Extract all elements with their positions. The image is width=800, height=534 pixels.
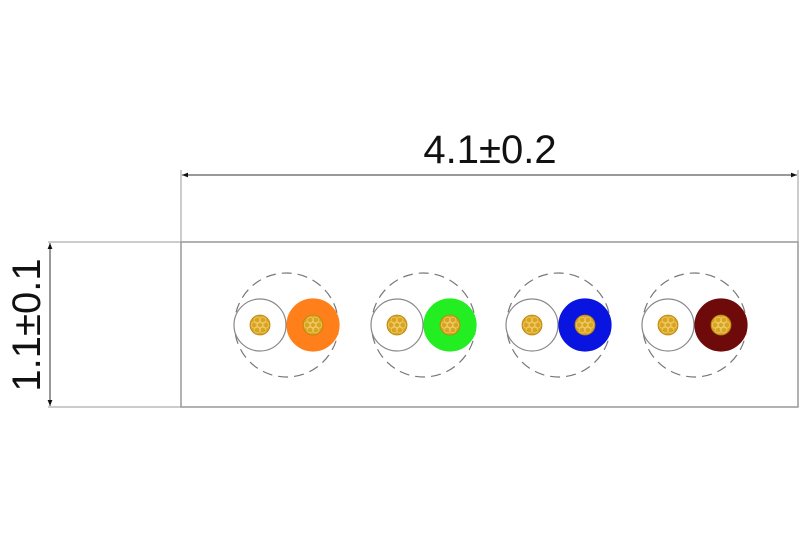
conductor-strand [256, 321, 264, 329]
wire-conductor [249, 314, 271, 336]
wire-conductor [574, 314, 596, 336]
wire-conductor [386, 314, 408, 336]
conductor-strand [446, 321, 454, 329]
cable-outline [180, 241, 799, 408]
conductor-strand [528, 321, 536, 329]
wire-conductor [657, 314, 679, 336]
wire-conductor [521, 314, 543, 336]
height-dimension-label: 1.1±0.1 [5, 258, 49, 391]
conductor-strand [309, 321, 317, 329]
wire-conductor [439, 314, 461, 336]
conductor-strand [664, 321, 672, 329]
conductor-strand [581, 321, 589, 329]
width-dimension-label: 4.1±0.2 [423, 128, 556, 172]
wire-conductor [710, 314, 732, 336]
wire-conductor [302, 314, 324, 336]
conductor-strand [393, 321, 401, 329]
conductor-strand [717, 321, 725, 329]
